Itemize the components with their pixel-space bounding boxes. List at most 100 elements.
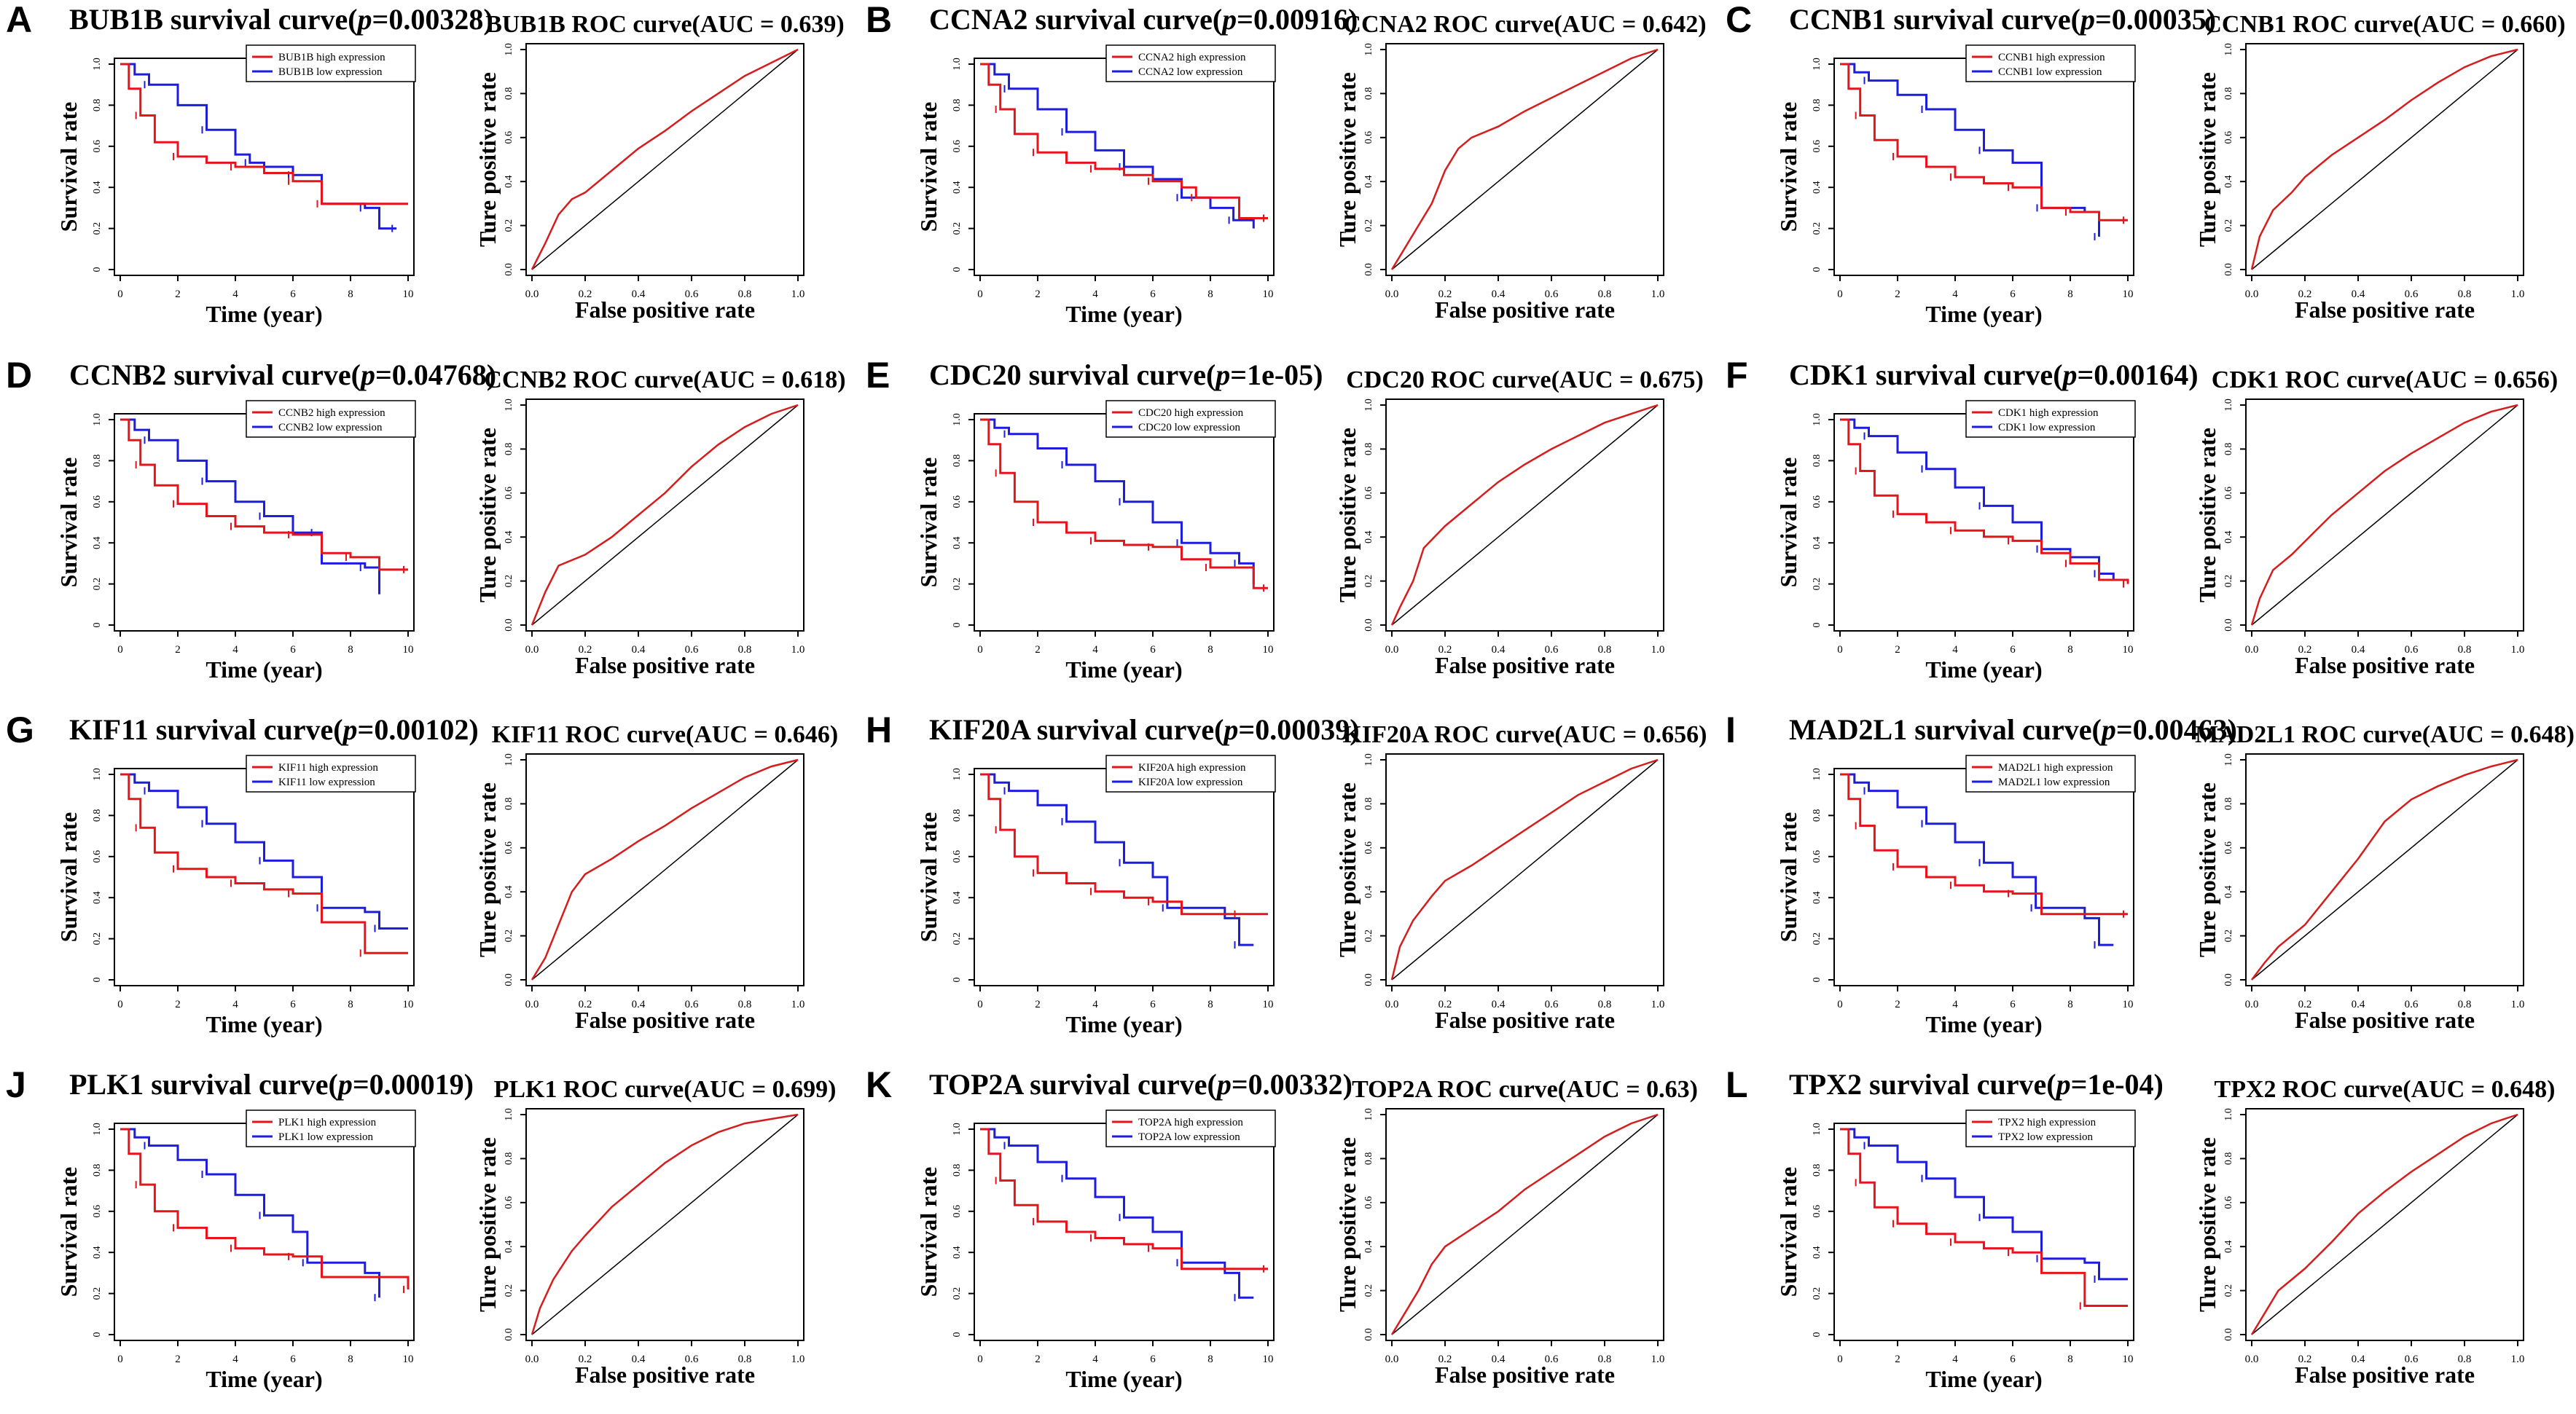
survival-y-tick-label: 0.6 [92, 1205, 103, 1218]
roc-title: CDC20 ROC curve(AUC = 0.675) [1346, 366, 1704, 393]
roc-x-tick-label: 0.0 [2245, 1354, 2259, 1365]
survival-x-tick-label: 2 [175, 1354, 181, 1365]
panel-j: J PLK1 survival curve(p=0.00019) 0 2 4 6 8 10 0 0… [6, 1064, 836, 1392]
roc-y-tick-label: 0.8 [1363, 1152, 1374, 1166]
roc-curve [2251, 758, 2518, 981]
roc-x-tick-label: 0.2 [1438, 288, 1452, 300]
roc-y-label: Ture positive rate [2194, 782, 2220, 957]
roc-x-tick-label: 0.6 [685, 1354, 699, 1365]
survival-y-tick-label: 0.2 [952, 1287, 963, 1300]
survival-y-tick-label: 0 [952, 623, 963, 628]
legend-label: CCNB1 high expression [1998, 52, 2105, 63]
panel-l: L TPX2 survival curve(p=1e-04) 0 2 4 6 8 10 0 0.2… [1726, 1064, 2555, 1392]
survival-x-tick-label: 10 [1263, 644, 1274, 656]
survival-frame [114, 1123, 415, 1341]
roc-x-tick-label: 1.0 [2511, 999, 2525, 1010]
survival-y-label: Survival rate [55, 1167, 82, 1297]
survival-x-tick-label: 6 [2010, 288, 2016, 300]
survival-y-tick-label: 0.6 [952, 850, 963, 863]
survival-y-tick-label: 0 [92, 1332, 103, 1338]
survival-title-text: KIF11 survival curve( [69, 713, 343, 746]
legend-label: KIF11 high expression [278, 762, 378, 774]
roc-y-tick-label: 0.0 [2223, 618, 2234, 632]
survival-title: CDC20 survival curve(p=1e-05) [929, 358, 1323, 391]
p-value: =0.00019) [353, 1068, 474, 1101]
roc-x-label: False positive rate [2295, 296, 2475, 323]
roc-y-label: Ture positive rate [1334, 72, 1361, 247]
survival-x-tick-label: 4 [232, 999, 238, 1010]
low-expression-curve [120, 773, 408, 930]
roc-y-tick-label: 1.0 [504, 1108, 514, 1121]
survival-y-tick-label: 0.4 [952, 1246, 963, 1259]
panel-letter: E [866, 355, 890, 396]
survival-y-tick-label: 0.4 [92, 1246, 103, 1259]
survival-y-tick-label: 0.6 [952, 1205, 963, 1218]
legend-box [1105, 755, 1276, 793]
roc-y-tick-label: 0.8 [1363, 798, 1374, 811]
high-expression-curve [980, 1128, 1268, 1270]
roc-y-tick-label: 0.6 [1363, 1196, 1374, 1209]
legend-box [1105, 400, 1276, 438]
roc-diagonal [1391, 759, 1659, 981]
survival-x-tick-label: 8 [348, 1354, 353, 1365]
roc-x-tick-label: 0.8 [1598, 999, 1612, 1010]
survival-y-tick-label: 0.8 [952, 1164, 963, 1177]
roc-x-tick-label: 0.0 [2245, 644, 2259, 656]
roc-curve [1390, 48, 1659, 270]
survival-x-tick-label: 6 [290, 1354, 296, 1365]
legend-box [246, 755, 416, 793]
panel-f: F CDK1 survival curve(p=0.00164) 0 2 4 6 8 10 0 0… [1726, 355, 2558, 683]
roc-y-tick-label: 0.8 [504, 1152, 514, 1166]
survival-x-tick-label: 4 [1092, 999, 1098, 1010]
survival-y-tick-label: 0.2 [1812, 222, 1823, 235]
roc-x-tick-label: 1.0 [791, 644, 805, 656]
legend-label: CCNA2 low expression [1138, 66, 1243, 78]
survival-x-tick-label: 4 [1952, 999, 1958, 1010]
survival-frame [1833, 1123, 2134, 1341]
survival-x-label: Time (year) [205, 301, 322, 327]
survival-y-tick-label: 0.2 [92, 1287, 103, 1300]
legend-box [1965, 44, 2136, 82]
panel-letter: F [1726, 355, 1748, 396]
roc-y-tick-label: 0.2 [1363, 575, 1374, 588]
survival-y-tick-label: 0.8 [92, 1164, 103, 1177]
roc-x-tick-label: 1.0 [791, 999, 805, 1010]
survival-y-tick-label: 1.0 [952, 58, 963, 71]
roc-y-tick-label: 0.6 [504, 487, 514, 500]
legend-label: TOP2A low expression [1138, 1131, 1240, 1143]
roc-y-tick-label: 0.0 [2223, 1328, 2234, 1341]
survival-x-tick-label: 0 [1837, 1354, 1843, 1365]
survival-x-label: Time (year) [1925, 1011, 2042, 1037]
legend-label: CCNB2 low expression [278, 422, 383, 433]
roc-y-tick-label: 0.6 [504, 841, 514, 855]
survival-title: CDK1 survival curve(p=0.00164) [1789, 358, 2199, 391]
roc-y-tick-label: 0.0 [504, 973, 514, 986]
roc-curve [2250, 48, 2518, 270]
survival-title-text: BUB1B survival curve( [69, 3, 358, 36]
roc-x-tick-label: 0.2 [1438, 999, 1452, 1010]
roc-x-label: False positive rate [1435, 296, 1615, 323]
panel-letter: K [866, 1064, 892, 1105]
survival-x-tick-label: 10 [403, 644, 414, 656]
high-expression-curve [120, 773, 408, 954]
panel-g: G KIF11 survival curve(p=0.00102) 0 2 4 6 8 10 0… [6, 710, 838, 1037]
survival-x-tick-label: 0 [117, 288, 123, 300]
survival-title: TPX2 survival curve(p=1e-04) [1789, 1068, 2164, 1101]
roc-y-tick-label: 0.2 [504, 575, 514, 588]
survival-y-label: Survival rate [1775, 1167, 1801, 1297]
survival-x-tick-label: 8 [348, 644, 353, 656]
roc-x-label: False positive rate [1435, 652, 1615, 678]
roc-y-tick-label: 0.2 [504, 1284, 514, 1297]
roc-x-tick-label: 0.2 [2298, 999, 2312, 1010]
panel-k: K TOP2A survival curve(p=0.00332) 0 2 4 6 8 10 0… [866, 1064, 1698, 1392]
roc-y-tick-label: 0.0 [1363, 973, 1374, 986]
roc-y-tick-label: 0.8 [504, 87, 514, 101]
roc-y-tick-label: 0.8 [2223, 1152, 2234, 1166]
panel-a: A BUB1B survival curve(p=0.00328) 0 2 4 6 8 10 0… [6, 0, 845, 327]
survival-x-label: Time (year) [1065, 301, 1182, 327]
survival-y-tick-label: 0.4 [1812, 536, 1823, 549]
survival-x-tick-label: 4 [1092, 1354, 1098, 1365]
survival-y-tick-label: 0.2 [952, 578, 963, 591]
roc-y-tick-label: 0.6 [1363, 841, 1374, 855]
legend-label: TPX2 low expression [1998, 1131, 2093, 1143]
